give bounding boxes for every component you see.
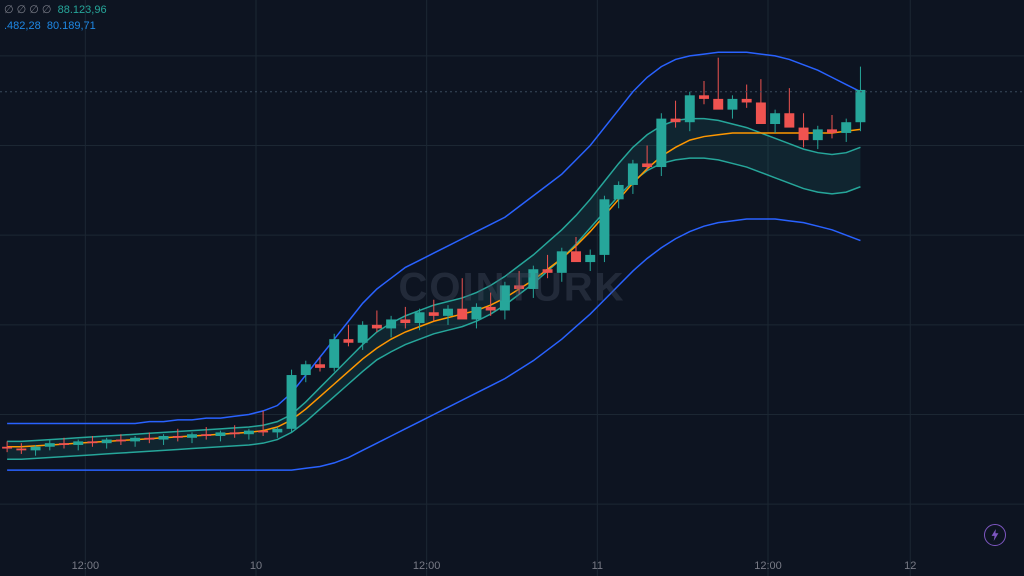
header-value-1: 88.123,96: [58, 4, 107, 16]
x-axis-tick: 12:00: [413, 560, 441, 572]
x-axis-tick: 12: [904, 560, 916, 572]
chart-container[interactable]: ∅ ∅ ∅ ∅ 88.123,96 .482,28 80.189,71 COIN…: [0, 0, 1024, 576]
header-value-2a: .482,28: [4, 20, 41, 32]
header-value-2b: 80.189,71: [47, 20, 96, 32]
x-axis-tick: 12:00: [754, 560, 782, 572]
candlesticks: [2, 58, 865, 456]
price-chart-svg[interactable]: [0, 0, 1024, 576]
indicator-header: ∅ ∅ ∅ ∅ 88.123,96 .482,28 80.189,71: [4, 2, 107, 34]
indicator-symbols: ∅ ∅ ∅ ∅: [4, 4, 52, 16]
ichimoku-cloud: [7, 119, 860, 460]
header-line-1: ∅ ∅ ∅ ∅ 88.123,96: [4, 2, 107, 18]
header-line-2: .482,28 80.189,71: [4, 18, 107, 34]
lightning-icon[interactable]: [984, 524, 1006, 546]
x-axis-tick: 11: [592, 560, 603, 572]
x-axis-tick: 12:00: [72, 560, 100, 572]
x-axis-tick: 10: [250, 560, 262, 572]
